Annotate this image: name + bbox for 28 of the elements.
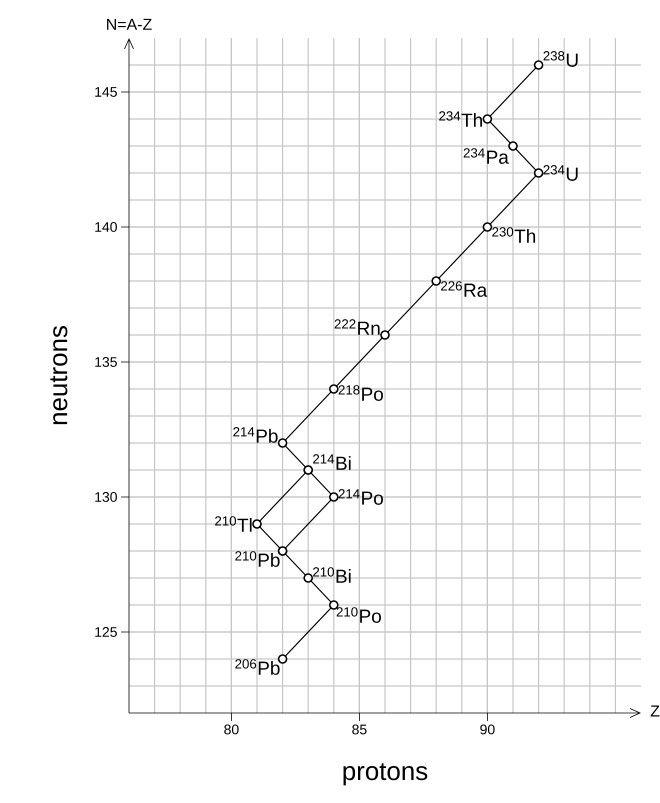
y-axis-title: neutrons: [50, 326, 68, 424]
y-tick-label: 145: [95, 87, 117, 97]
annotation: $^{210}$Tl: [215, 516, 252, 532]
y-tick-label: 140: [95, 222, 117, 232]
annotation: $^{218}$Po: [338, 385, 383, 401]
annotation: $^{222}$Rn: [334, 319, 380, 335]
y-tick-label: 125: [95, 627, 117, 637]
y-tick-label: 130: [95, 492, 117, 502]
annotation: $^{234}$U: [543, 165, 578, 181]
annotation: $^{230}$Th: [492, 227, 536, 243]
annotation: $^{226}$Ra: [441, 281, 488, 297]
x-axis-title: protons: [343, 763, 428, 786]
annotation: $^{214}$Pb: [233, 427, 278, 443]
annotation: $^{206}$Pb: [235, 659, 280, 675]
x-tick-label: 80: [224, 724, 239, 734]
annotation: $^{234}$Pa: [464, 148, 509, 164]
annotation: $^{214}$Po: [338, 489, 383, 505]
text: Z: [650, 706, 660, 716]
x-tick-label: 85: [352, 724, 367, 734]
text: N=A-Z: [107, 18, 152, 30]
annotation: $^{210}$Bi: [313, 567, 351, 583]
annotation: $^{238}$U: [543, 51, 578, 67]
annotation: $^{214}$Bi: [313, 454, 351, 470]
annotation: $^{210}$Po: [336, 607, 381, 623]
annotation: $^{210}$Pb: [235, 551, 280, 567]
x-tick-label: 90: [480, 724, 495, 734]
y-tick-label: 135: [95, 357, 117, 367]
annotation: $^{234}$Th: [439, 111, 482, 127]
